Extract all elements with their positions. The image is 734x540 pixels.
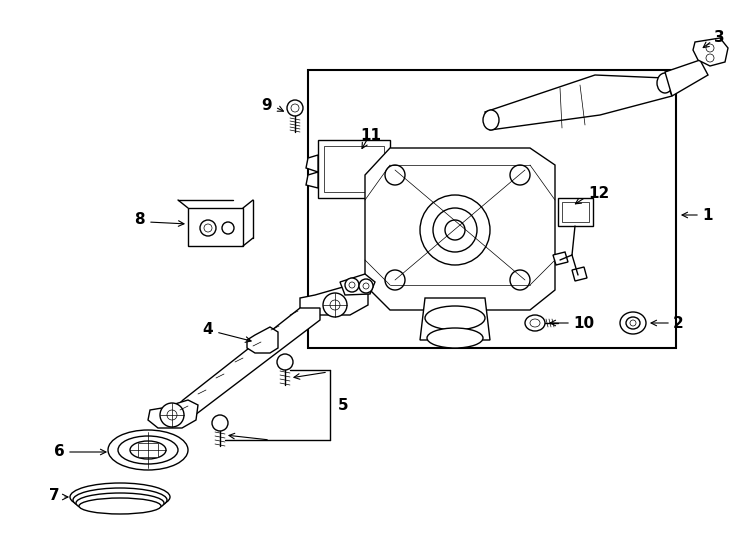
- Bar: [562, 202, 589, 222]
- Text: 6: 6: [54, 444, 65, 460]
- Ellipse shape: [385, 270, 405, 290]
- Polygon shape: [485, 75, 672, 130]
- Ellipse shape: [70, 483, 170, 511]
- Ellipse shape: [525, 315, 545, 331]
- Polygon shape: [168, 308, 320, 425]
- Ellipse shape: [130, 441, 166, 459]
- Ellipse shape: [433, 208, 477, 252]
- Ellipse shape: [204, 224, 212, 232]
- Ellipse shape: [427, 328, 483, 348]
- Bar: [324, 146, 384, 192]
- Polygon shape: [420, 298, 490, 340]
- Ellipse shape: [626, 317, 640, 329]
- Ellipse shape: [359, 279, 373, 293]
- Ellipse shape: [510, 270, 530, 290]
- Ellipse shape: [706, 44, 714, 52]
- Ellipse shape: [620, 312, 646, 334]
- Ellipse shape: [167, 410, 177, 420]
- Bar: [308, 70, 676, 348]
- Bar: [138, 443, 158, 457]
- Polygon shape: [300, 285, 368, 315]
- Bar: [188, 208, 243, 246]
- Ellipse shape: [323, 293, 347, 317]
- Ellipse shape: [349, 282, 355, 288]
- Ellipse shape: [530, 319, 540, 327]
- Ellipse shape: [222, 222, 234, 234]
- Text: 3: 3: [714, 30, 724, 45]
- Text: 5: 5: [338, 397, 349, 413]
- Ellipse shape: [330, 300, 340, 310]
- Ellipse shape: [706, 54, 714, 62]
- Text: 2: 2: [673, 315, 684, 330]
- Ellipse shape: [212, 415, 228, 431]
- Polygon shape: [365, 148, 555, 310]
- Text: 7: 7: [49, 489, 60, 503]
- Ellipse shape: [76, 493, 164, 513]
- Text: 10: 10: [573, 315, 594, 330]
- Ellipse shape: [363, 283, 369, 289]
- Polygon shape: [665, 60, 708, 96]
- Text: 11: 11: [360, 129, 381, 144]
- Polygon shape: [306, 155, 318, 172]
- Polygon shape: [247, 327, 278, 353]
- Ellipse shape: [79, 498, 161, 514]
- Ellipse shape: [657, 73, 673, 93]
- Text: 4: 4: [203, 322, 213, 338]
- Polygon shape: [390, 150, 400, 166]
- Ellipse shape: [425, 306, 485, 330]
- Text: 12: 12: [588, 186, 609, 201]
- Ellipse shape: [483, 110, 499, 130]
- Ellipse shape: [287, 100, 303, 116]
- Polygon shape: [693, 38, 728, 66]
- Polygon shape: [306, 172, 318, 188]
- Ellipse shape: [385, 165, 405, 185]
- Polygon shape: [340, 274, 375, 295]
- Text: 1: 1: [702, 207, 713, 222]
- Ellipse shape: [200, 220, 216, 236]
- Polygon shape: [572, 267, 587, 281]
- Ellipse shape: [160, 403, 184, 427]
- Ellipse shape: [445, 220, 465, 240]
- Ellipse shape: [510, 165, 530, 185]
- Ellipse shape: [108, 430, 188, 470]
- Ellipse shape: [345, 278, 359, 292]
- Ellipse shape: [277, 354, 293, 370]
- Text: 9: 9: [261, 98, 272, 112]
- Bar: [318, 140, 390, 198]
- Ellipse shape: [118, 436, 178, 464]
- Ellipse shape: [291, 104, 299, 112]
- Polygon shape: [553, 252, 568, 265]
- Bar: [558, 198, 593, 226]
- Text: 8: 8: [134, 213, 145, 227]
- Polygon shape: [148, 400, 198, 428]
- Ellipse shape: [73, 488, 167, 512]
- Ellipse shape: [420, 195, 490, 265]
- Ellipse shape: [630, 320, 636, 326]
